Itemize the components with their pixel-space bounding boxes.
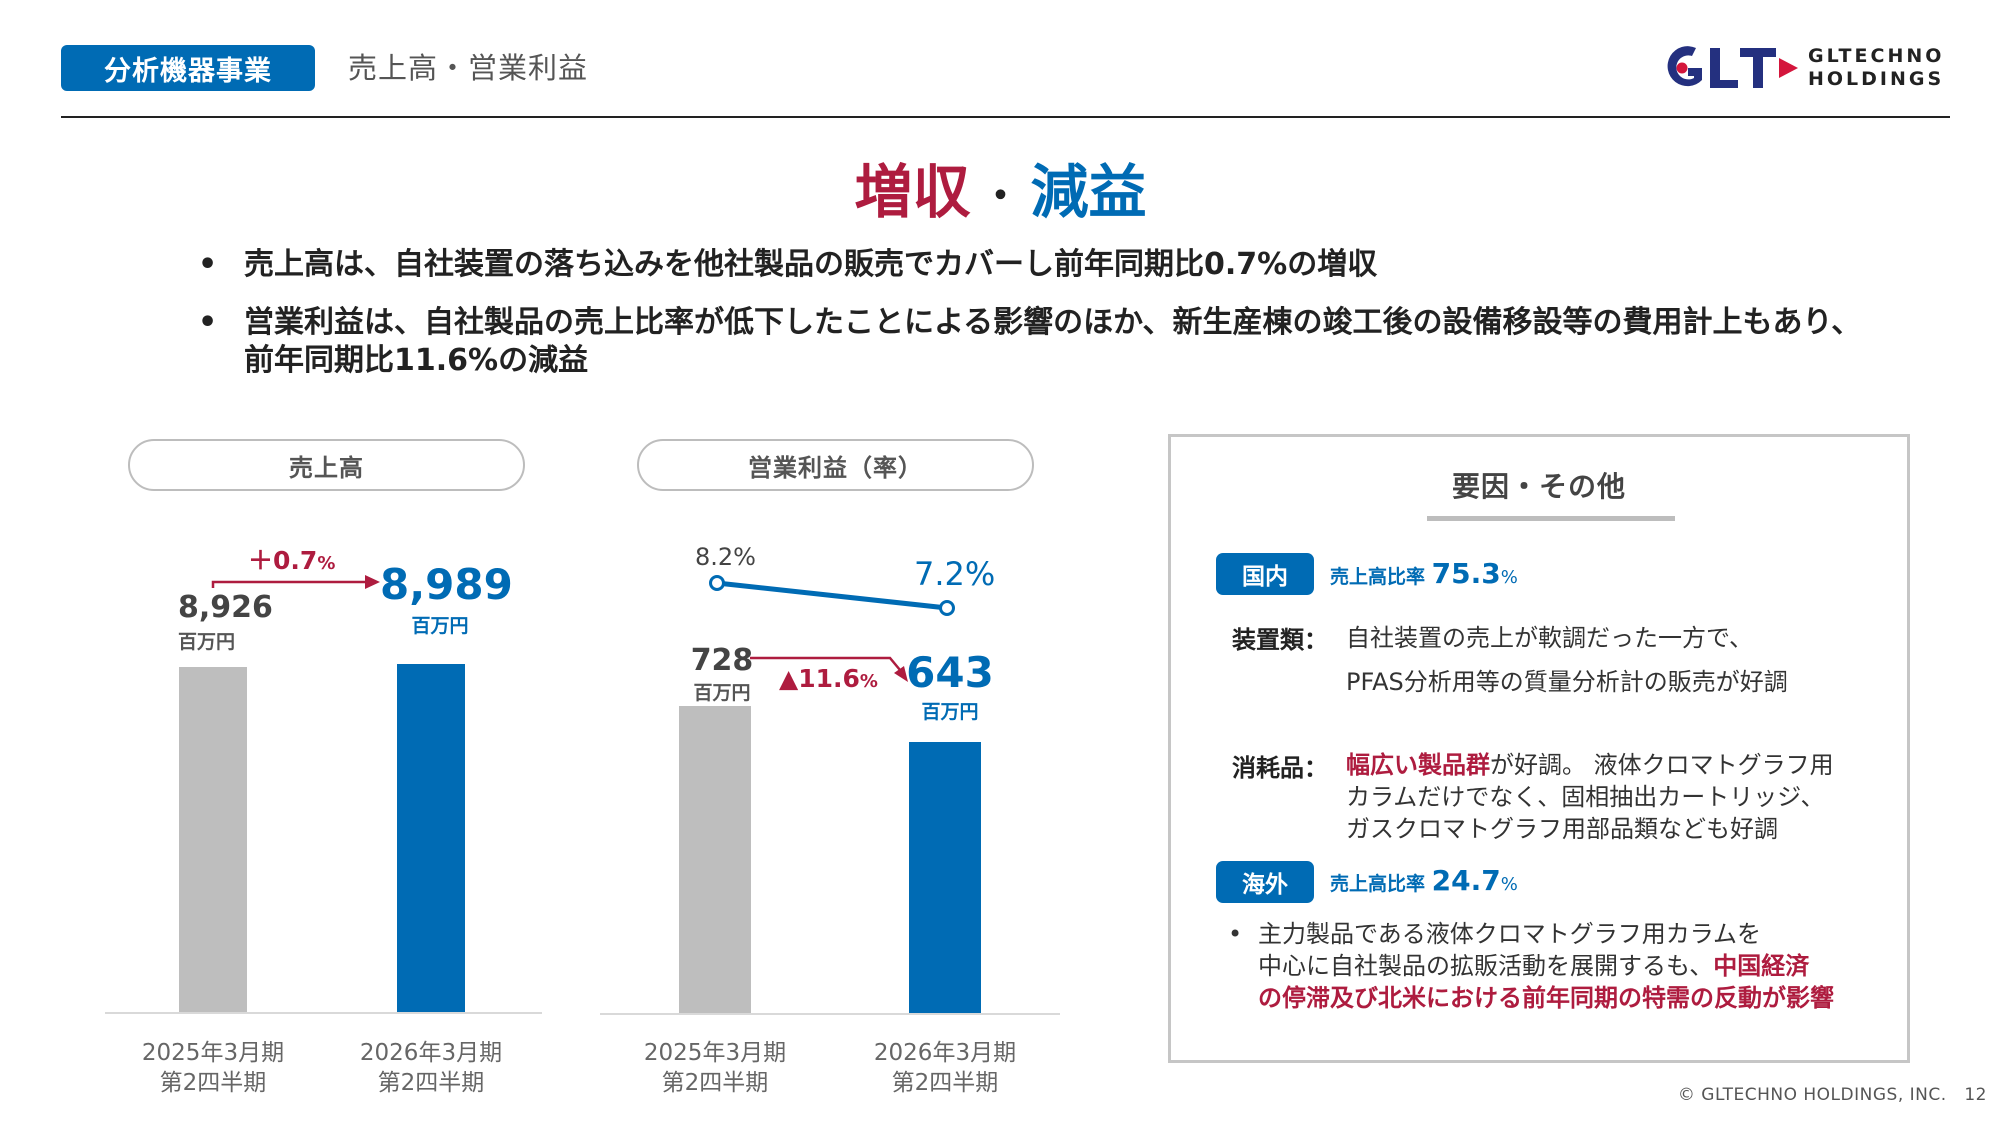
company-logo: GLTECHNO HOLDINGS — [1662, 40, 1952, 96]
sales-change-value: 0.7 — [273, 546, 318, 575]
sales-x-label-line: 2026年3月期 — [359, 1040, 503, 1066]
domestic-ratio: 売上高比率 75.3% — [1330, 557, 1518, 590]
profit-value-current-number: 643 — [906, 648, 994, 697]
profit-bar-prior — [679, 706, 751, 1014]
overseas-bullet: 主力製品である液体クロマトグラフ用カラムを 中心に自社製品の拡販活動を展開するも… — [1258, 918, 1908, 1014]
summary-bullet: 営業利益は、自社製品の売上比率が低下したことによる影響のほか、新生産棟の竣工後の… — [198, 304, 1888, 380]
sales-axis-baseline — [105, 1012, 542, 1014]
profit-x-label-line: 2025年3月期 — [643, 1040, 787, 1066]
consumables-text-line3: ガスクロマトグラフ用部品類なども好調 — [1346, 815, 1778, 843]
profit-change-unit: % — [859, 671, 878, 692]
profit-x-label: 2025年3月期 第2四半期 — [605, 1038, 825, 1098]
consumables-line1-rest: が好調。 液体クロマトグラフ用 — [1490, 751, 1834, 779]
profit-x-label: 2026年3月期 第2四半期 — [835, 1038, 1055, 1098]
sales-value-prior-unit: 百万円 — [178, 631, 236, 653]
overseas-bullet-line1: 主力製品である液体クロマトグラフ用カラムを — [1258, 920, 1762, 948]
sales-bar-current — [397, 664, 465, 1014]
sales-chart-title: 売上高 — [128, 439, 525, 491]
header-divider — [61, 116, 1950, 118]
profit-value-prior: 728 百万円 — [687, 643, 757, 705]
profit-x-label-line: 2026年3月期 — [873, 1040, 1017, 1066]
margin-line-segment — [716, 580, 948, 611]
margin-point-prior — [709, 575, 725, 591]
copyright: © GLTECHNO HOLDINGS, INC. — [1677, 1085, 1947, 1105]
margin-label-prior: 8.2% — [695, 543, 756, 571]
sales-x-label: 2025年3月期 第2四半期 — [103, 1038, 323, 1098]
sales-value-current-unit: 百万円 — [411, 615, 469, 637]
overseas-line2-highlight: 中国経済 — [1713, 952, 1810, 980]
overseas-ratio-label: 売上高比率 — [1330, 873, 1426, 895]
overseas-tag: 海外 — [1216, 861, 1314, 903]
headline-separator: ・ — [980, 172, 1021, 219]
equipment-text-line1: 自社装置の売上が軟調だった一方で、 — [1346, 624, 1754, 652]
overseas-bullet-line2: 中心に自社製品の拡販活動を展開するも、中国経済 — [1258, 950, 1908, 982]
sales-value-current-number: 8,989 — [380, 560, 513, 609]
page-number: 12 — [1964, 1085, 1987, 1105]
headline-decrease: 減益 — [1030, 158, 1147, 226]
profit-x-label-line: 第2四半期 — [891, 1070, 999, 1096]
profit-chart-title: 営業利益（率） — [637, 439, 1034, 491]
consumables-text-line1: 幅広い製品群が好調。 液体クロマトグラフ用 — [1346, 749, 1906, 781]
glt-logo-mark — [1667, 46, 1798, 88]
equipment-text-line2: PFAS分析用等の質量分析計の販売が好調 — [1346, 668, 1788, 696]
consumables-label: 消耗品： — [1232, 754, 1328, 782]
margin-label-current: 7.2% — [914, 555, 996, 593]
summary-bullet: 売上高は、自社装置の落ち込みを他社製品の販売でカバーし前年同期比0.7%の増収 — [198, 246, 1898, 284]
logo-line-1: GLTECHNO — [1808, 45, 1945, 67]
sales-value-current: 8,989 百万円 — [380, 560, 513, 638]
factors-title-underline — [1427, 516, 1675, 521]
profit-value-current-unit: 百万円 — [921, 701, 979, 723]
headline: 増収・減益 — [0, 156, 2001, 232]
overseas-ratio-value: 24.7 — [1431, 864, 1501, 897]
logo-wordmark: GLTECHNO HOLDINGS — [1808, 45, 1944, 91]
profit-change-label: ▲11.6% — [779, 664, 878, 693]
profit-x-label-line: 第2四半期 — [661, 1070, 769, 1096]
sales-value-prior-number: 8,926 — [178, 590, 273, 625]
sales-change-sign: ＋ — [248, 546, 274, 575]
domestic-tag: 国内 — [1216, 553, 1314, 595]
margin-point-current — [939, 600, 955, 616]
domestic-ratio-unit: % — [1500, 567, 1518, 588]
overseas-ratio-unit: % — [1500, 874, 1518, 895]
profit-change-value: 11.6 — [798, 664, 860, 693]
profit-change-sign: ▲ — [779, 664, 799, 693]
logo-line-2: HOLDINGS — [1808, 68, 1945, 90]
sales-value-prior: 8,926 百万円 — [178, 590, 273, 654]
profit-value-prior-number: 728 — [690, 643, 754, 678]
consumables-text: 幅広い製品群が好調。 液体クロマトグラフ用 カラムだけでなく、固相抽出カートリッ… — [1346, 749, 1906, 845]
page-title: 売上高・営業利益 — [348, 51, 589, 85]
profit-bar-current — [909, 741, 981, 1014]
domestic-ratio-label: 売上高比率 — [1330, 566, 1426, 588]
sales-bar-prior — [179, 666, 247, 1014]
overseas-line2-plain: 中心に自社製品の拡販活動を展開するも、 — [1258, 952, 1714, 980]
sales-change-label: ＋0.7% — [248, 541, 335, 577]
sales-x-label-line: 第2四半期 — [377, 1070, 485, 1096]
margin-rate-line — [709, 575, 955, 616]
overseas-ratio: 売上高比率 24.7% — [1330, 864, 1518, 897]
summary-bullets: 売上高は、自社装置の落ち込みを他社製品の販売でカバーし前年同期比0.7%の増収 … — [198, 246, 1898, 400]
consumables-text-line2: カラムだけでなく、固相抽出カートリッジ、 — [1346, 783, 1825, 811]
profit-axis-baseline — [600, 1013, 1060, 1015]
equipment-label: 装置類： — [1232, 626, 1328, 654]
sales-x-label-line: 第2四半期 — [159, 1070, 267, 1096]
headline-increase: 増収 — [854, 158, 971, 226]
footer: © GLTECHNO HOLDINGS, INC. 12 — [1678, 1085, 1987, 1105]
sales-x-label-line: 2025年3月期 — [141, 1040, 285, 1066]
factors-panel — [1168, 434, 1910, 1063]
sales-change-arrow — [211, 575, 380, 589]
factors-title: 要因・その他 — [1451, 470, 1626, 503]
overseas-bullet-line3: の停滞及び北米における前年同期の特需の反動が影響 — [1258, 984, 1834, 1012]
consumables-highlight: 幅広い製品群 — [1346, 751, 1490, 779]
overseas-bullet-dot: • — [1228, 920, 1243, 948]
sales-chart — [105, 520, 545, 1014]
segment-badge: 分析機器事業 — [61, 45, 315, 91]
sales-change-unit: % — [317, 553, 336, 574]
profit-value-current: 643 百万円 — [905, 648, 995, 724]
profit-change-arrow — [750, 656, 908, 682]
profit-value-prior-unit: 百万円 — [693, 682, 751, 704]
sales-x-label: 2026年3月期 第2四半期 — [321, 1038, 541, 1098]
profit-chart — [600, 520, 1060, 1014]
domestic-ratio-value: 75.3 — [1431, 557, 1501, 590]
